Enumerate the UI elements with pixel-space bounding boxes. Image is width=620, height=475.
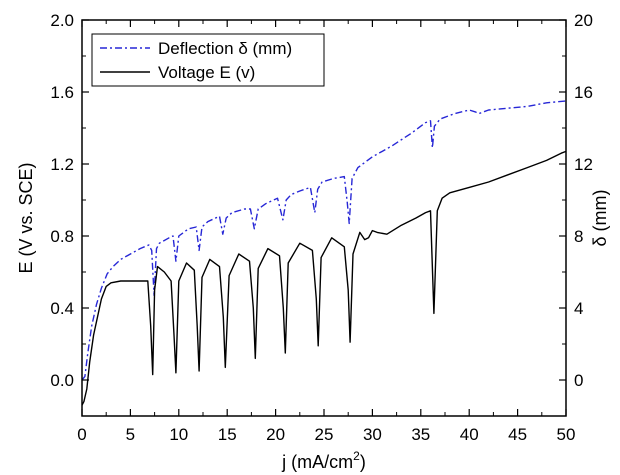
legend-label-deflection: Deflection δ (mm) <box>158 39 292 58</box>
legend-box <box>91 33 325 87</box>
y-right-tick-label: 8 <box>574 227 583 246</box>
axis-tick-labels: 0 5 10 15 20 25 30 35 40 45 50 0.0 0.4 0.8 1.2 1.6 2.0 0 4… <box>50 11 593 444</box>
voltage-series-line <box>81 150 567 406</box>
x-axis-title: j (mA/cm2) <box>281 449 366 472</box>
y-left-tick-label: 1.2 <box>50 155 74 174</box>
y-left-tick-label: 0.4 <box>50 299 74 318</box>
x-tick-label: 40 <box>460 425 479 444</box>
x-tick-label: 0 <box>77 425 86 444</box>
y-right-tick-label: 0 <box>574 371 583 390</box>
y-left-tick-label: 0.8 <box>50 227 74 246</box>
x-tick-label: 25 <box>315 425 334 444</box>
x-tick-label: 15 <box>218 425 237 444</box>
x-tick-label: 5 <box>126 425 135 444</box>
y-axis-right-title: δ (mm) <box>590 190 610 247</box>
y-left-tick-label: 2.0 <box>50 11 74 30</box>
deflection-series-line <box>81 100 567 381</box>
y-right-tick-label: 20 <box>574 11 593 30</box>
y-right-tick-label: 12 <box>574 155 593 174</box>
y-axis-left-title: E (V vs. SCE) <box>16 162 36 273</box>
legend: Deflection δ (mm) Voltage E (v) <box>91 33 325 87</box>
plot-marks <box>81 100 567 406</box>
x-tick-label: 20 <box>266 425 285 444</box>
y-left-tick-label: 1.6 <box>50 83 74 102</box>
y-right-tick-label: 4 <box>574 299 583 318</box>
axis-ticks <box>81 19 567 417</box>
y-left-tick-label: 0.0 <box>50 371 74 390</box>
x-tick-label: 35 <box>411 425 430 444</box>
x-tick-label: 50 <box>557 425 576 444</box>
y-right-tick-label: 16 <box>574 83 593 102</box>
x-tick-label: 45 <box>508 425 527 444</box>
x-tick-label: 30 <box>363 425 382 444</box>
x-tick-label: 10 <box>169 425 188 444</box>
legend-label-voltage: Voltage E (v) <box>158 63 255 82</box>
